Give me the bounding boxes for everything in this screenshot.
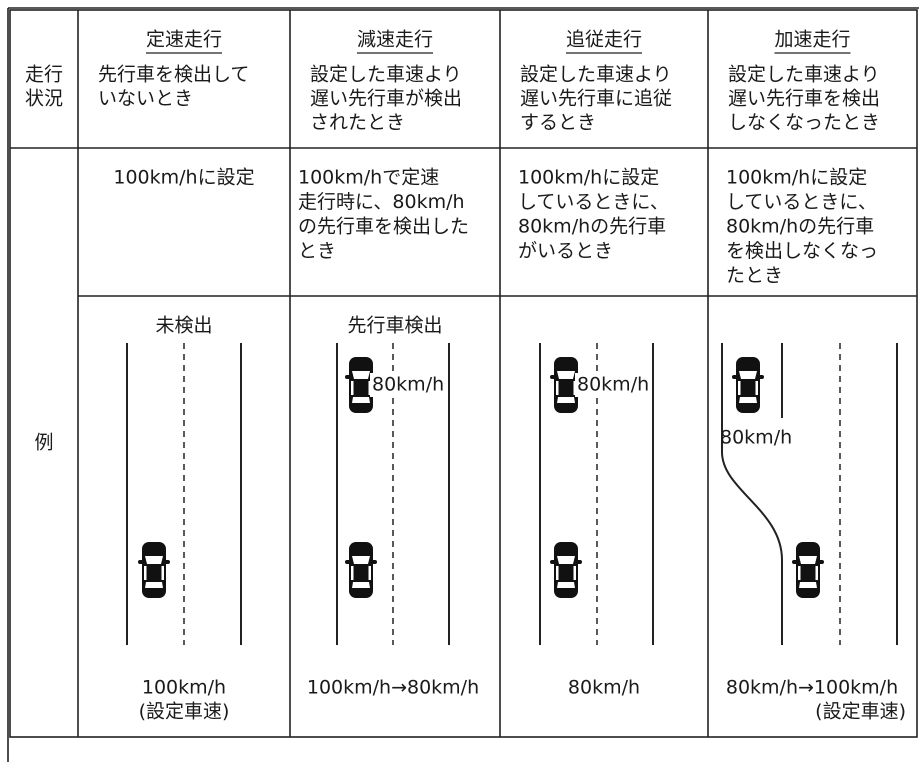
car-side-window [351, 381, 354, 395]
car-rear-window [352, 582, 370, 588]
lead-speed: 80km/h [577, 374, 649, 396]
car-windshield [352, 371, 370, 379]
condition-text: しているときに、 [518, 191, 669, 213]
car-side-window [351, 566, 354, 580]
car-side-window [556, 566, 559, 580]
column-title: 加速走行 [774, 29, 850, 51]
lead-speed: 80km/h [372, 374, 444, 396]
car-side-window [573, 381, 576, 395]
row-label: 例 [34, 432, 53, 454]
row-label: 走行 [25, 64, 63, 86]
label-backdrop [575, 373, 652, 397]
car-rear-window [739, 397, 757, 403]
column-description: 遅い先行車に追従 [520, 88, 672, 110]
car-side-window [755, 381, 758, 395]
car-side-window [556, 381, 559, 395]
car-rear-window [799, 582, 817, 588]
lead-speed: 80km/h [720, 427, 792, 449]
scene-label: 先行車検出 [347, 315, 442, 337]
car-side-window [368, 381, 371, 395]
column-description: 先行車を検出して [98, 64, 249, 86]
car-icon [345, 542, 377, 598]
speed-caption: (設定車速) [139, 701, 230, 723]
car-windshield [145, 556, 163, 564]
condition-text: しているときに、 [726, 191, 877, 213]
car-rear-window [352, 397, 370, 403]
car-side-window [738, 381, 741, 395]
row-label: 状況 [25, 88, 63, 110]
speed-caption: 80km/h [568, 677, 640, 699]
car-windshield [557, 371, 575, 379]
car-windshield [799, 556, 817, 564]
car-side-window [161, 566, 164, 580]
condition-text: とき [298, 240, 336, 262]
car-side-window [798, 566, 801, 580]
car-icon [138, 542, 170, 598]
car-windshield [352, 556, 370, 564]
column-description: 遅い先行車が検出 [310, 88, 462, 110]
column-description: されたとき [310, 112, 405, 134]
condition-text: 80km/hの先行車 [518, 216, 666, 238]
condition-text: 走行時に、80km/h [298, 191, 465, 213]
condition-text: 100km/hで定速 [298, 167, 439, 189]
car-icon [550, 542, 582, 598]
cars [138, 357, 824, 598]
car-side-window [368, 566, 371, 580]
table-frame [7, 7, 919, 762]
column-description: 設定した車速より [310, 64, 462, 86]
condition-text: 80km/hの先行車 [726, 216, 874, 238]
condition-text: 100km/hに設定 [113, 167, 254, 189]
column-title: 減速走行 [357, 29, 433, 51]
car-side-window [144, 566, 147, 580]
scene-label: 未検出 [155, 315, 212, 337]
label-backdrop [370, 373, 447, 397]
condition-text: の先行車を検出した [298, 216, 469, 238]
car-windshield [739, 371, 757, 379]
car-windshield [557, 556, 575, 564]
condition-text: がいるとき [518, 240, 613, 262]
car-side-window [573, 566, 576, 580]
column-description: 設定した車速より [520, 64, 672, 86]
lanes [126, 343, 898, 645]
car-icon [792, 542, 824, 598]
condition-text: 100km/hに設定 [518, 167, 659, 189]
condition-text: を検出しなくなっ [726, 240, 878, 262]
column-description: するとき [520, 112, 596, 134]
condition-text: 100km/hに設定 [726, 167, 867, 189]
car-icon [345, 357, 377, 413]
car-side-window [815, 566, 818, 580]
speed-caption: (設定車速) [815, 701, 906, 723]
column-description: 遅い先行車を検出 [728, 88, 880, 110]
car-icon [732, 357, 764, 413]
speed-caption: 100km/h [142, 677, 226, 699]
column-description: 設定した車速より [728, 64, 880, 86]
column-title: 定速走行 [146, 29, 222, 51]
column-title: 追従走行 [566, 29, 642, 51]
column-description: しなくなったとき [728, 112, 880, 134]
column-description: いないとき [98, 88, 193, 110]
condition-text: たとき [726, 265, 783, 287]
car-rear-window [557, 582, 575, 588]
car-rear-window [145, 582, 163, 588]
car-icon [550, 357, 582, 413]
speed-caption: 100km/h→80km/h [307, 677, 479, 699]
car-rear-window [557, 397, 575, 403]
speed-caption: 80km/h→100km/h [726, 677, 898, 699]
